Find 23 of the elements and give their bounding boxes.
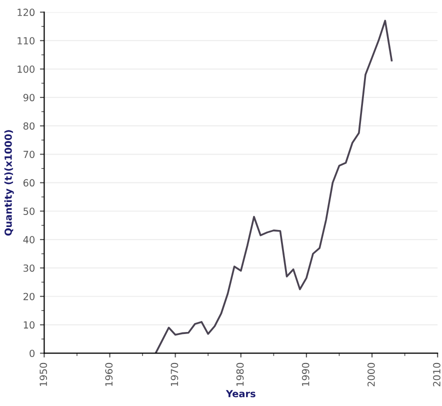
y-tick-label: 100 [18,66,35,73]
x-tick-label: 1980 [236,362,244,386]
x-tick-label: 2000 [367,362,375,386]
y-tick-label: 90 [23,94,35,102]
x-tick-label: 1990 [302,362,310,386]
y-tick-label: 120 [18,8,35,16]
y-axis-title: Quantity (t)(x1000) [4,130,14,236]
x-tick-label: 1970 [170,362,178,386]
y-tick-label: 60 [23,179,35,187]
y-tick-label: 110 [18,37,35,44]
y-tick-label: 80 [23,122,35,130]
x-axis-title: Years [226,390,256,398]
y-tick-label: 70 [24,150,35,158]
line-series [154,20,393,354]
x-tick-label: 1950 [40,362,48,386]
y-tick-label: 40 [23,236,35,244]
y-tick-label: 20 [24,292,35,300]
x-tick-label: 2010 [433,362,440,386]
y-tick-label: 30 [24,264,35,272]
x-tick-label: 1960 [105,362,113,386]
y-tick-label: 10 [24,321,35,329]
y-tick-label: 50 [24,208,35,215]
y-tick-label: 0 [30,350,35,358]
